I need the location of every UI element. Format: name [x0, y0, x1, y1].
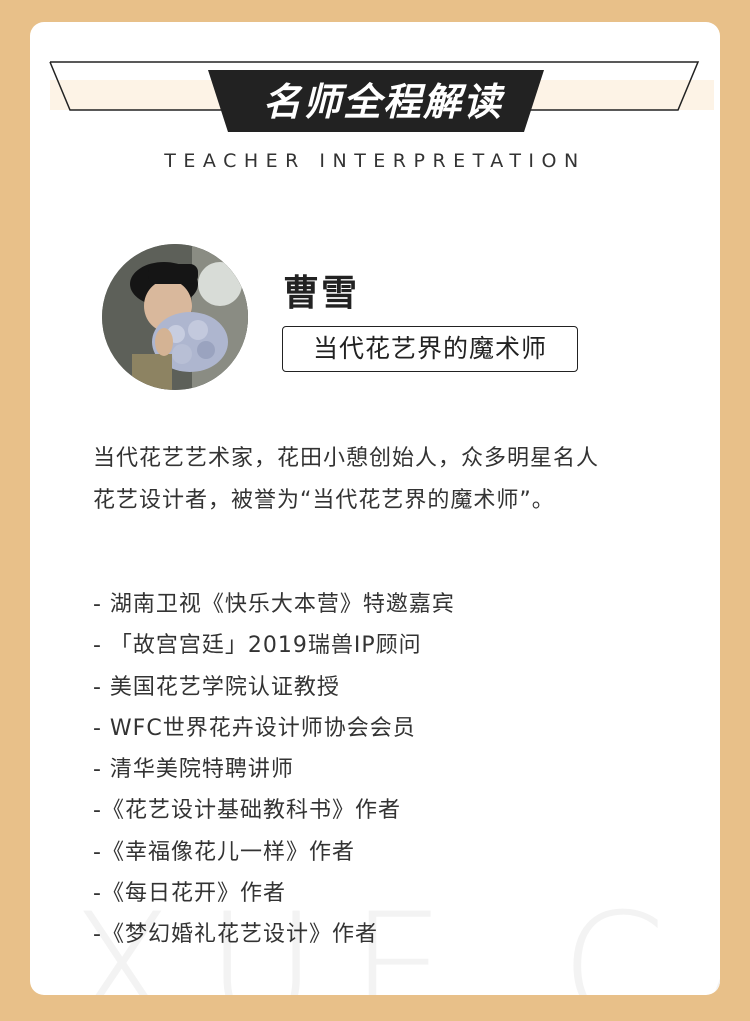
teacher-bio: 当代花艺艺术家，花田小憩创始人，众多明星名人 花艺设计者，被誉为“当代花艺界的魔… — [93, 438, 683, 522]
list-item: - 美国花艺学院认证教授 — [93, 674, 340, 700]
banner-frame — [49, 61, 700, 132]
list-item: - 「故宫宫廷」2019瑞兽IP顾问 — [93, 633, 422, 659]
section-title: 名师全程解读 — [262, 80, 503, 124]
section-subtitle: TEACHER INTERPRETATION — [164, 150, 586, 172]
list-item: - 清华美院特聘讲师 — [93, 757, 294, 783]
name-watermark: XUE CAO — [70, 882, 720, 995]
bio-line: 当代花艺艺术家，花田小憩创始人，众多明星名人 — [93, 446, 600, 471]
list-item: -《每日花开》作者 — [93, 881, 286, 907]
teacher-title-badge: 当代花艺界的魔术师 — [282, 326, 578, 372]
teacher-card: XUE CAO 名师全程解读 TEACHER INTERPRETATION — [30, 22, 720, 995]
teacher-name: 曹雪 — [283, 273, 360, 314]
bio-line: 花艺设计者，被誉为“当代花艺界的魔术师”。 — [93, 488, 555, 513]
list-item: - WFC世界花卉设计师协会会员 — [93, 715, 416, 741]
list-item: -《花艺设计基础教科书》作者 — [93, 798, 401, 824]
list-item: -《梦幻婚礼花艺设计》作者 — [93, 922, 378, 948]
avatar-photo-icon — [102, 244, 248, 390]
credentials-list: - 湖南卫视《快乐大本营》特邀嘉宾 - 「故宫宫廷」2019瑞兽IP顾问 - 美… — [93, 584, 693, 956]
list-item: -《幸福像花儿一样》作者 — [93, 839, 355, 865]
list-item: - 湖南卫视《快乐大本营》特邀嘉宾 — [93, 592, 455, 617]
banner-dark-plate — [208, 70, 544, 132]
avatar — [102, 244, 248, 390]
